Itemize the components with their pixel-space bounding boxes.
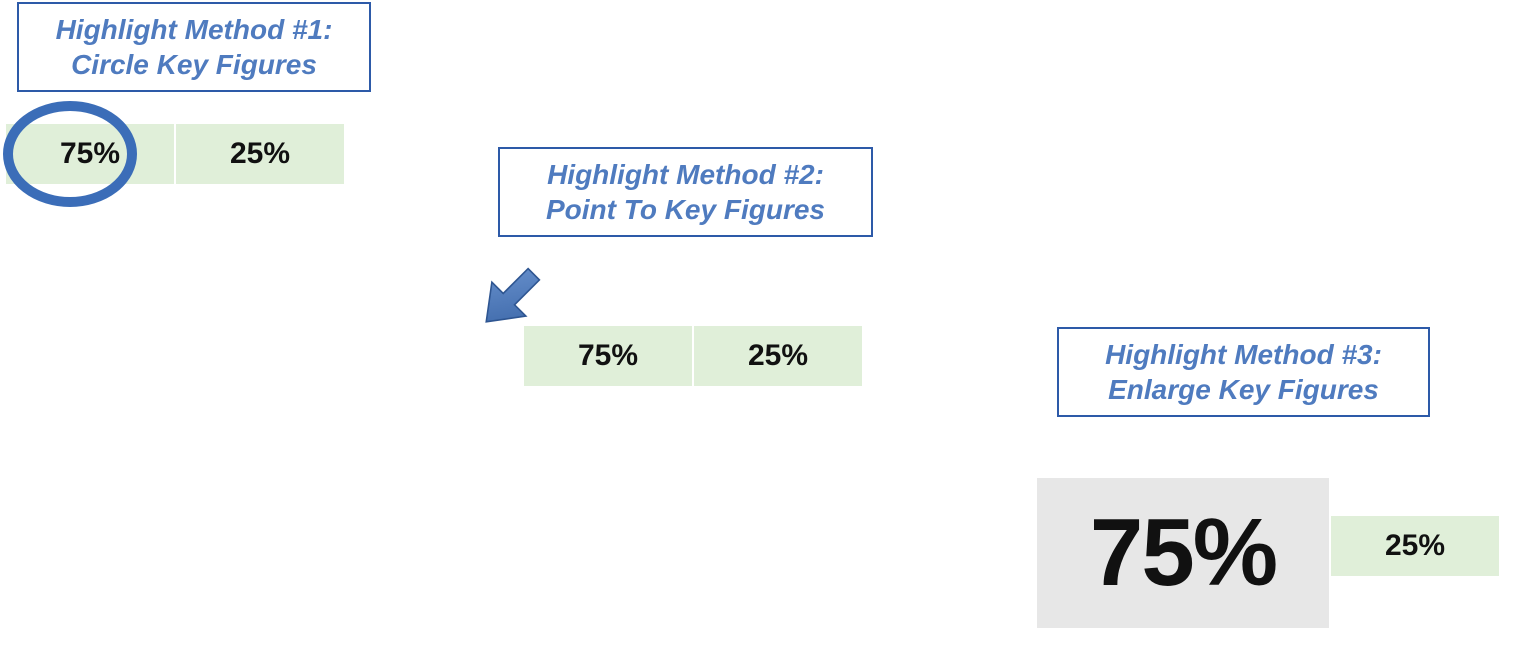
method1-cell-right: 25%: [176, 124, 344, 184]
method2-title-box: Highlight Method #2: Point To Key Figure…: [498, 147, 873, 237]
method1-circle-ellipse: [8, 106, 132, 202]
method1-title-box: Highlight Method #1: Circle Key Figures: [17, 2, 371, 92]
method3-cell-enlarged: 75%: [1037, 478, 1329, 628]
method3-cell-small: 25%: [1331, 516, 1499, 576]
method3-title-line2: Enlarge Key Figures: [1077, 372, 1410, 407]
method2-cell-left: 75%: [524, 326, 692, 386]
method3-title-line1: Highlight Method #3:: [1077, 337, 1410, 372]
method1-title-line2: Circle Key Figures: [37, 47, 351, 82]
method2-title-line2: Point To Key Figures: [518, 192, 853, 227]
method1-title-line1: Highlight Method #1:: [37, 12, 351, 47]
method1-circle-icon: [0, 98, 150, 218]
method3-title-box: Highlight Method #3: Enlarge Key Figures: [1057, 327, 1430, 417]
method2-cells: 75% 25%: [524, 326, 862, 386]
method2-cell-right: 25%: [694, 326, 862, 386]
method2-title-line1: Highlight Method #2:: [518, 157, 853, 192]
